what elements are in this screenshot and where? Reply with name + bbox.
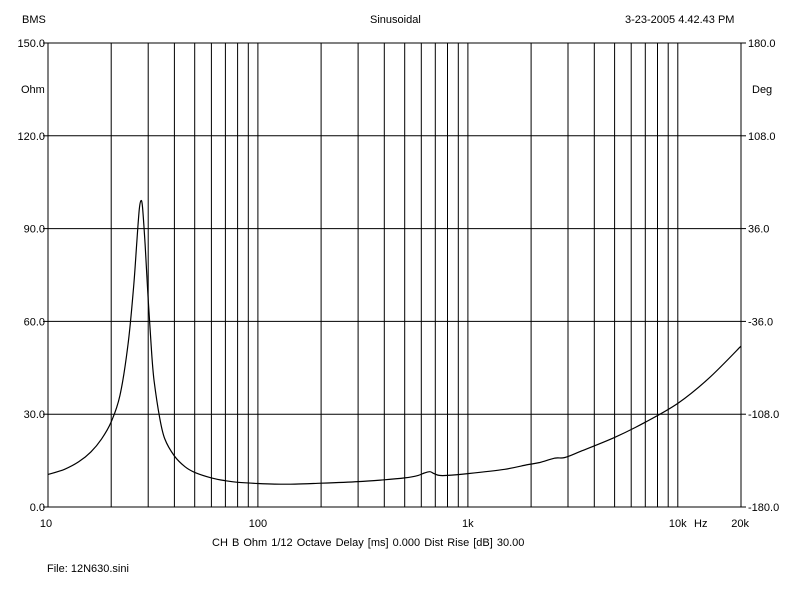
header-left: BMS xyxy=(22,14,46,26)
x-tick-label: 20k xyxy=(731,518,749,530)
x-tick-label: 10 xyxy=(40,518,52,530)
impedance-curve-group xyxy=(47,199,742,485)
y2-tick-label: 36.0 xyxy=(748,224,769,236)
y-tick-label: 0.0 xyxy=(30,502,45,514)
y-axis-unit-left: Ohm xyxy=(21,84,45,96)
y-tick-label: 120.0 xyxy=(17,131,45,143)
y-tick-label: 150.0 xyxy=(17,38,45,50)
plot-frame xyxy=(47,42,742,508)
x-tick-label: 100 xyxy=(249,518,267,530)
impedance-curve-line xyxy=(47,199,742,485)
y2-tick-label: -36.0 xyxy=(748,316,773,328)
file-name: File: 12N630.sini xyxy=(47,563,129,575)
x-tick-label: 1k xyxy=(462,518,474,530)
y2-tick-label: -108.0 xyxy=(748,409,779,421)
y2-tick-label: -180.0 xyxy=(748,502,779,514)
y-tick-label: 90.0 xyxy=(24,224,45,236)
y-tick-label: 60.0 xyxy=(24,316,45,328)
y2-tick-label: 108.0 xyxy=(748,131,776,143)
measurement-settings: CH B Ohm 1/12 Octave Delay [ms] 0.000 Di… xyxy=(212,537,525,549)
y-tick-label: 30.0 xyxy=(24,409,45,421)
x-axis-unit: Hz xyxy=(694,518,707,530)
x-tick-label: 10k xyxy=(669,518,687,530)
header-timestamp: 3-23-2005 4.42.43 PM xyxy=(625,14,735,26)
y2-tick-label: 180.0 xyxy=(748,38,776,50)
axis-ticks: 0.0 30.0 60.0 90.0 120.0 150.0 -180.0 -108.0 -36… xyxy=(17,38,779,530)
chart-grid xyxy=(48,43,741,507)
y-axis-unit-right: Deg xyxy=(752,84,772,96)
header-center: Sinusoidal xyxy=(370,14,421,26)
